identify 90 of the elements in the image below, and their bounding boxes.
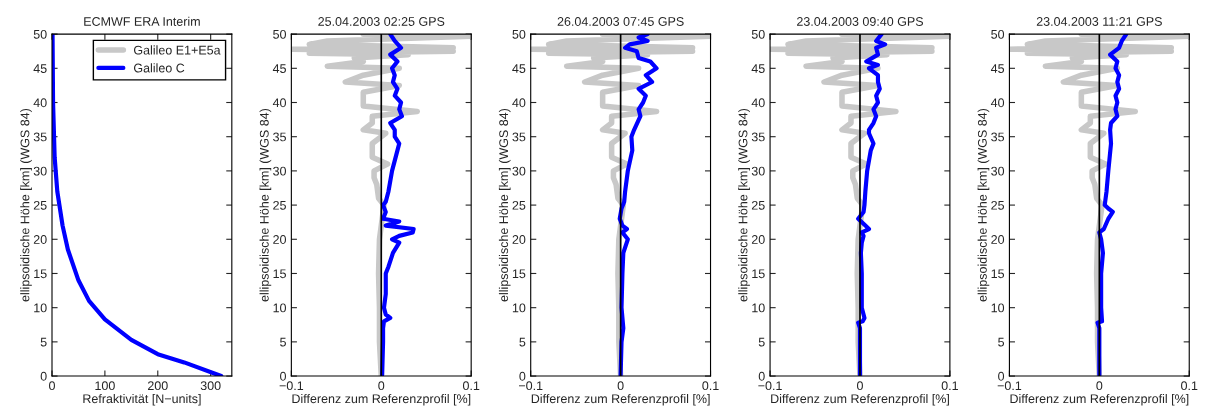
y-tick-label: 10 <box>273 303 287 313</box>
y-tick-label: 10 <box>34 303 47 313</box>
y-tick-label: 15 <box>991 269 1005 279</box>
y-tick-label: 25 <box>512 200 526 210</box>
y-tick-label: 45 <box>990 64 1005 73</box>
y-tick-label: 50 <box>33 29 47 39</box>
y-tick-label: 15 <box>34 269 47 279</box>
y-tick-label: 5 <box>758 337 765 347</box>
x-tick-label: −0.1 <box>758 381 782 391</box>
y-tick-label: 30 <box>991 166 1005 176</box>
y-tick-label: 40 <box>272 98 287 108</box>
y-tick-label: 15 <box>752 269 765 279</box>
line-series <box>380 34 416 377</box>
y-axis-title: ellipsoidische Höhe [km] (WGS 84) <box>20 108 32 302</box>
y-tick-label: 30 <box>33 166 47 176</box>
x-axis-title: Differenz zum Referenzprofil [%] <box>531 393 710 406</box>
x-tick-label: 200 <box>147 381 168 391</box>
chart-title: ECMWF ERA Interim <box>84 16 200 26</box>
x-tick-label: 300 <box>200 381 221 391</box>
y-axis-title: ellipsoidische Höhe [km] (WGS 84) <box>977 108 990 302</box>
y-axis-title: ellipsoidische Höhe [km] (WGS 84) <box>738 108 750 302</box>
y-tick-label: 10 <box>512 303 526 313</box>
y-tick-label: 20 <box>751 235 765 244</box>
y-tick-label: 25 <box>33 200 47 210</box>
y-tick-label: 20 <box>33 235 47 244</box>
y-axis-title: ellipsoidische Höhe [km] (WGS 84) <box>498 108 511 302</box>
x-tick-label: −0.1 <box>279 381 304 391</box>
legend-label: Galileo E1+E5a <box>133 45 221 55</box>
chart-title: 23.04.2003 09:40 GPS <box>797 17 923 26</box>
y-tick-label: 20 <box>991 235 1005 244</box>
legend-label: Galileo C <box>133 63 185 73</box>
y-tick-label: 0 <box>758 371 765 381</box>
y-tick-label: 45 <box>512 64 526 73</box>
chart-title: 23.04.2003 11:21 GPS <box>1036 17 1162 26</box>
y-tick-label: 10 <box>991 303 1005 313</box>
y-tick-label: 40 <box>751 98 765 108</box>
y-tick-label: 15 <box>512 269 526 279</box>
x-tick-label: −0.1 <box>518 381 543 391</box>
x-tick-label: 0 <box>378 381 385 391</box>
x-tick-label: 0.1 <box>941 381 958 391</box>
y-tick-label: 30 <box>512 166 526 176</box>
line-series <box>617 34 659 377</box>
y-tick-label: 5 <box>40 337 47 347</box>
x-tick-label: 0.1 <box>462 381 480 391</box>
y-tick-label: 50 <box>512 29 526 39</box>
x-tick-label: −0.1 <box>997 381 1022 391</box>
x-tick-label: 0.1 <box>1181 381 1198 391</box>
x-axis-title: Refraktivität [N−units] <box>83 393 201 406</box>
y-tick-label: 30 <box>751 166 765 176</box>
x-axis-title: Differenz zum Referenzprofil [%] <box>771 393 949 406</box>
y-tick-label: 25 <box>751 200 765 210</box>
y-tick-label: 50 <box>751 29 765 39</box>
y-tick-label: 10 <box>752 303 765 313</box>
y-tick-label: 45 <box>272 64 286 73</box>
y-tick-label: 35 <box>33 132 47 142</box>
y-tick-label: 5 <box>280 337 286 347</box>
y-tick-label: 25 <box>991 200 1005 210</box>
y-tick-label: 5 <box>519 337 526 347</box>
x-tick-label: 0 <box>617 381 624 391</box>
chart-title: 25.04.2003 02:25 GPS <box>318 17 445 26</box>
y-tick-label: 5 <box>998 337 1005 347</box>
y-tick-label: 0 <box>998 371 1005 381</box>
chart-title: 26.04.2003 07:45 GPS <box>557 17 684 26</box>
y-tick-label: 45 <box>751 64 765 73</box>
y-tick-label: 0 <box>519 371 526 381</box>
y-tick-label: 40 <box>512 98 526 108</box>
y-tick-label: 15 <box>273 269 286 279</box>
y-tick-label: 20 <box>273 235 287 244</box>
y-tick-label: 45 <box>33 64 47 73</box>
y-tick-label: 50 <box>273 29 287 39</box>
y-tick-label: 35 <box>273 132 286 142</box>
y-tick-label: 35 <box>751 132 765 142</box>
y-axis-title: ellipsoidische Höhe [km] (WGS 84) <box>259 108 272 302</box>
y-tick-label: 50 <box>991 29 1005 39</box>
x-tick-label: 0 <box>856 381 863 391</box>
y-tick-label: 30 <box>273 166 287 176</box>
x-tick-label: 0 <box>1096 381 1103 391</box>
y-tick-label: 25 <box>273 200 286 210</box>
y-tick-label: 35 <box>991 132 1005 142</box>
x-tick-label: 0.1 <box>702 381 719 391</box>
y-tick-label: 40 <box>33 98 47 108</box>
x-axis-title: Differenz zum Referenzprofil [%] <box>292 393 471 406</box>
y-tick-label: 40 <box>990 98 1005 108</box>
x-axis-title: Differenz zum Referenzprofil [%] <box>1010 393 1189 406</box>
y-tick-label: 20 <box>512 235 526 244</box>
y-tick-label: 0 <box>40 371 47 381</box>
y-tick-label: 35 <box>512 132 526 142</box>
y-tick-label: 0 <box>280 371 287 381</box>
x-tick-label: 0 <box>49 381 55 391</box>
x-tick-label: 100 <box>95 381 115 391</box>
